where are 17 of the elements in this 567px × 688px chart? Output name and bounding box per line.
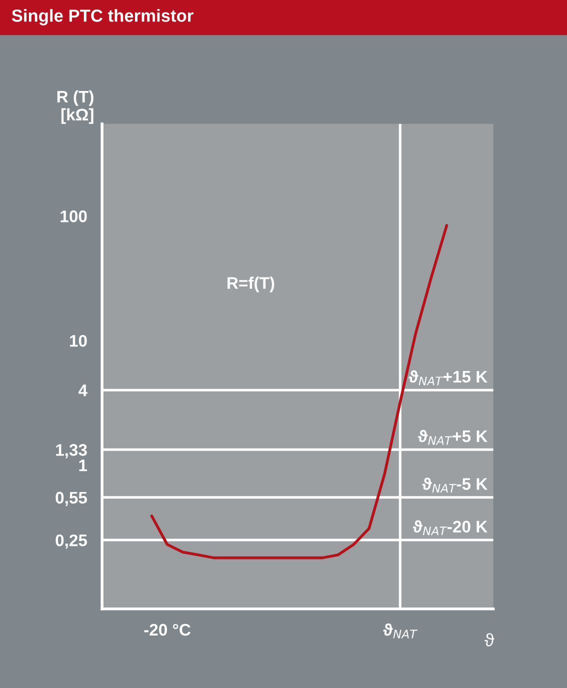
ref-line-label: ϑ$_{NAT}$+15 K bbox=[408, 370, 488, 386]
y-tick-label: 10 bbox=[70, 334, 87, 347]
y-axis-title: R (T) [kΩ] bbox=[57, 90, 94, 124]
y-tick-label: 1 bbox=[79, 460, 88, 472]
chart-title: Single PTC thermistor bbox=[12, 9, 194, 26]
annotation: R=f(T) bbox=[228, 276, 274, 292]
y-tick-label: 100 bbox=[60, 210, 87, 222]
y-tick-label: 0,55 bbox=[56, 492, 88, 506]
x-tick-label: -20 °C bbox=[144, 624, 191, 636]
ref-line-label: ϑ$_{NAT}$-20 K bbox=[412, 520, 488, 536]
y-tick-label: 1,33 bbox=[56, 444, 87, 458]
ref-line-label: ϑ$_{NAT}$-5 K bbox=[422, 478, 488, 492]
x-axis-title: ϑ bbox=[484, 633, 494, 646]
x-tick-label: ϑ$_{NAT}$ bbox=[383, 623, 418, 638]
y-tick-label: 0,25 bbox=[56, 534, 88, 549]
y-tick-label: 4 bbox=[78, 384, 88, 396]
ref-line-label: ϑ$_{NAT}$+5 K bbox=[418, 430, 488, 445]
